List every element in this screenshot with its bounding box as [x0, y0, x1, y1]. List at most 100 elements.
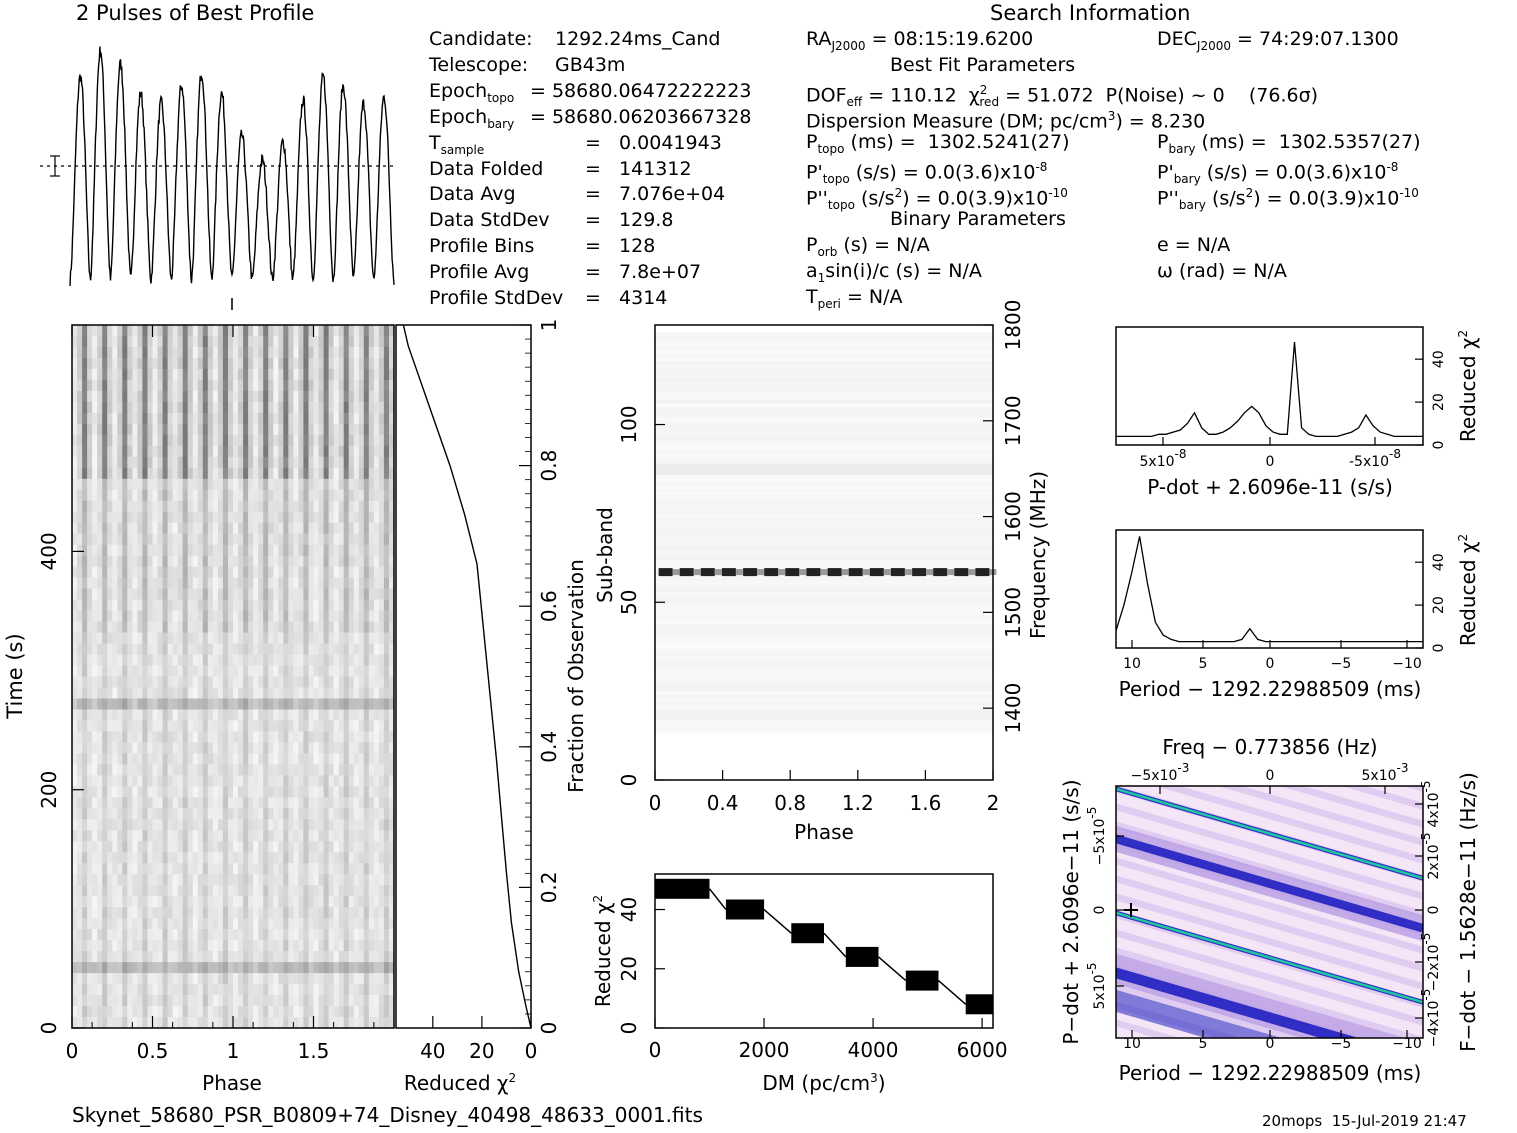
heatmap-cell	[172, 808, 179, 820]
heatmap-cell	[167, 742, 174, 754]
heatmap-cell	[288, 863, 294, 875]
heatmap-cell	[353, 973, 360, 985]
heatmap-cell	[353, 445, 360, 458]
heatmap-cell	[107, 500, 113, 513]
heatmap-cell	[97, 973, 103, 985]
subband-row	[655, 357, 993, 361]
heatmap-cell	[187, 390, 194, 403]
heatmap-cell	[177, 962, 184, 974]
heatmap-cell	[318, 940, 325, 952]
heatmap-cell	[268, 764, 274, 776]
heatmap-cell	[222, 467, 229, 480]
heatmap-cell	[77, 588, 83, 601]
heatmap-cell	[288, 896, 294, 908]
heatmap-cell	[253, 347, 259, 359]
heatmap-cell	[293, 610, 299, 623]
heatmap-cell	[308, 533, 315, 546]
heatmap-cell	[258, 951, 264, 963]
heatmap-cell	[82, 731, 88, 743]
heatmap-cell	[127, 336, 133, 348]
heatmap-cell	[258, 995, 264, 1007]
heatmap-cell	[157, 863, 164, 875]
heatmap-cell	[273, 951, 279, 963]
heatmap-cell	[328, 918, 335, 930]
heatmap-cell	[293, 940, 299, 952]
heatmap-cell	[358, 577, 365, 590]
heatmap-cell	[97, 687, 103, 700]
pulse-mark	[912, 568, 927, 577]
x-tick-label: 1.2	[842, 791, 874, 815]
heatmap-cell	[132, 687, 138, 700]
heatmap-cell	[157, 610, 164, 623]
heatmap-cell	[157, 1017, 164, 1029]
heatmap-cell	[217, 929, 224, 941]
info-label: Tsample	[429, 131, 485, 157]
heatmap-cell	[238, 489, 244, 502]
heatmap-cell	[202, 434, 209, 447]
heatmap-cell	[288, 621, 294, 634]
heatmap-cell	[172, 797, 179, 809]
heatmap-cell	[338, 500, 345, 513]
x-tick-label: 0.4	[707, 791, 739, 815]
heatmap-cell	[127, 390, 133, 403]
heatmap-cell	[212, 368, 219, 381]
heatmap-cell	[142, 863, 148, 875]
heatmap-cell	[243, 698, 249, 711]
heatmap-cell	[112, 786, 118, 798]
heatmap-cell	[293, 599, 299, 612]
heatmap-cell	[147, 566, 154, 579]
heatmap-cell	[263, 962, 269, 974]
heatmap-cell	[338, 632, 345, 645]
heatmap-cell	[82, 358, 88, 370]
subband-row	[655, 328, 993, 333]
heatmap-cell	[77, 852, 83, 864]
heatmap-cell	[122, 896, 128, 908]
heatmap-cell	[233, 336, 239, 348]
heatmap-cell	[112, 830, 118, 842]
heatmap-cell	[152, 368, 159, 381]
heatmap-cell	[343, 775, 350, 787]
heatmap-cell	[197, 610, 204, 623]
heatmap-cell	[338, 775, 345, 787]
heatmap-cell	[192, 566, 199, 579]
heatmap-cell	[177, 511, 184, 524]
heatmap-cell	[308, 390, 315, 403]
heatmap-cell	[368, 951, 375, 963]
heatmap-cell	[207, 544, 214, 557]
heatmap-cell	[288, 379, 294, 392]
heatmap-cell	[333, 698, 340, 711]
heatmap-cell	[373, 995, 380, 1007]
heatmap-cell	[328, 434, 335, 447]
heatmap-cell	[162, 456, 169, 469]
heatmap-cell	[102, 852, 108, 864]
heatmap-cell	[97, 401, 103, 414]
pp-band	[1116, 834, 1423, 933]
heatmap-cell	[212, 775, 219, 787]
heatmap-cell	[112, 819, 118, 831]
heatmap-cell	[383, 500, 390, 513]
heatmap-cell	[82, 1006, 88, 1018]
heatmap-cell	[147, 731, 154, 743]
heatmap-cell	[212, 456, 219, 469]
heatmap-cell	[288, 929, 294, 941]
heatmap-cell	[182, 753, 189, 765]
heatmap-cell	[273, 599, 279, 612]
heatmap-cell	[228, 907, 234, 919]
heatmap-cell	[82, 929, 88, 941]
heatmap-cell	[142, 423, 148, 436]
heatmap-cell	[112, 511, 118, 524]
heatmap-cell	[383, 445, 390, 458]
x-tick-label: 1.5	[298, 1039, 330, 1063]
heatmap-cell	[258, 940, 264, 952]
heatmap-cell	[368, 742, 375, 754]
heatmap-cell	[308, 511, 315, 524]
heatmap-cell	[293, 874, 299, 886]
heatmap-cell	[192, 478, 199, 491]
heatmap-cell	[338, 665, 345, 678]
heatmap-cell	[288, 544, 294, 557]
heatmap-cell	[147, 610, 154, 623]
heatmap-cell	[293, 500, 299, 513]
heatmap-cell	[117, 808, 123, 820]
heatmap-cell	[358, 1006, 365, 1018]
